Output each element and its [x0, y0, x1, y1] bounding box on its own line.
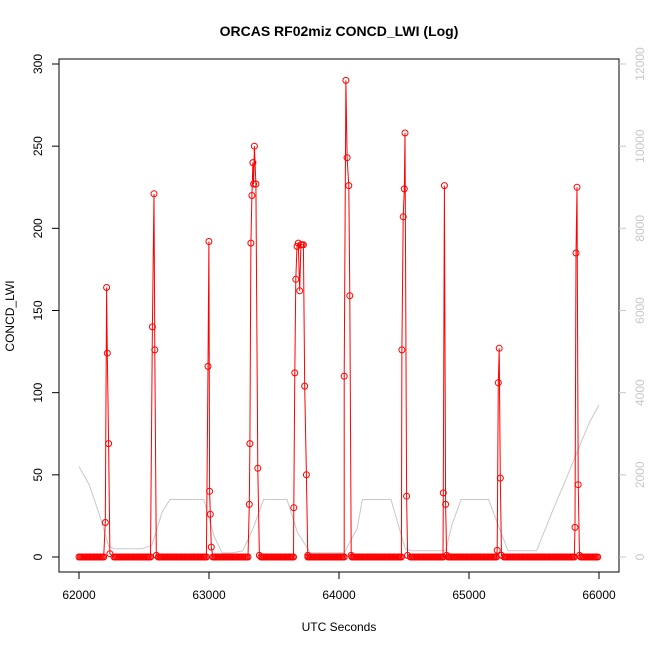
- data-point: [252, 180, 260, 188]
- data-point: [151, 346, 159, 354]
- y-tick-label: 150: [31, 300, 45, 320]
- primary-series: [75, 76, 602, 561]
- data-point: [101, 519, 109, 526]
- data-point: [403, 492, 411, 500]
- data-point: [342, 76, 350, 84]
- data-point: [345, 182, 353, 190]
- data-point: [493, 546, 501, 554]
- data-point: [496, 474, 504, 482]
- data-point: [574, 481, 582, 489]
- data-point: [571, 523, 579, 531]
- data-point: [440, 182, 448, 190]
- data-point: [346, 292, 354, 300]
- y-axis-left: 0 50 100 150 200 250 300: [31, 54, 59, 560]
- y-axis-right: 0 2000 4000 6000 8000 10000 12000: [619, 47, 647, 560]
- data-point: [442, 500, 450, 508]
- y2-tick-label: 6000: [633, 297, 647, 324]
- y-tick-label: 300: [31, 54, 45, 74]
- x-tick-label: 65000: [452, 588, 486, 602]
- data-point: [254, 464, 262, 472]
- data-point: [301, 382, 309, 390]
- data-point: [106, 550, 114, 558]
- data-point: [244, 553, 252, 561]
- data-point: [343, 154, 351, 162]
- data-point: [245, 500, 253, 508]
- data-point: [247, 239, 255, 247]
- data-point: [103, 349, 111, 357]
- data-point: [250, 142, 258, 150]
- data-point: [594, 553, 602, 561]
- data-point: [246, 440, 254, 448]
- y2-tick-label: 0: [633, 553, 647, 560]
- y2-tick-label: 4000: [633, 379, 647, 406]
- data-point: [398, 346, 406, 354]
- data-point: [249, 159, 257, 167]
- data-point: [400, 185, 408, 193]
- data-point: [494, 379, 502, 387]
- y-tick-label: 0: [31, 553, 45, 560]
- data-point: [292, 275, 300, 283]
- data-point: [248, 192, 256, 199]
- data-point: [206, 510, 214, 518]
- y2-tick-label: 2000: [633, 461, 647, 488]
- data-point: [495, 344, 503, 352]
- y-tick-label: 200: [31, 218, 45, 238]
- data-point: [204, 362, 212, 370]
- data-point: [439, 489, 447, 497]
- data-point: [302, 471, 310, 479]
- data-point: [397, 553, 405, 561]
- data-point: [573, 183, 581, 191]
- data-point: [290, 504, 298, 512]
- y-axis-label: CONCD_LWI: [3, 280, 17, 351]
- data-point: [299, 241, 307, 249]
- data-point: [100, 553, 108, 561]
- chart-title: ORCAS RF02miz CONCD_LWI (Log): [220, 23, 459, 39]
- y2-tick-label: 12000: [633, 47, 647, 81]
- data-point: [572, 249, 580, 257]
- data-point: [148, 323, 156, 331]
- plot-frame: [58, 58, 620, 573]
- data-point: [207, 543, 215, 551]
- y2-tick-label: 10000: [633, 129, 647, 163]
- x-axis: 62000 63000 64000 65000 66000: [62, 572, 616, 602]
- data-point: [291, 369, 299, 377]
- y2-tick-label: 8000: [633, 215, 647, 242]
- x-axis-label: UTC Seconds: [302, 620, 377, 634]
- primary-series-line: [79, 80, 598, 558]
- x-tick-label: 66000: [582, 588, 616, 602]
- data-point: [103, 284, 111, 291]
- data-point: [205, 238, 213, 245]
- data-point: [250, 180, 258, 188]
- data-point: [399, 213, 407, 221]
- data-point: [340, 553, 348, 561]
- secondary-series-line: [78, 404, 600, 554]
- data-point: [206, 487, 214, 495]
- data-point: [340, 372, 348, 380]
- data-point: [290, 553, 297, 561]
- data-point: [296, 287, 304, 295]
- data-point: [150, 190, 158, 198]
- data-point: [401, 129, 409, 137]
- y-tick-label: 50: [31, 468, 45, 482]
- x-tick-label: 64000: [322, 588, 356, 602]
- x-tick-label: 62000: [62, 588, 96, 602]
- data-point: [105, 440, 113, 448]
- y-tick-label: 100: [31, 382, 45, 402]
- y-tick-label: 250: [31, 136, 45, 156]
- secondary-series: [78, 404, 600, 554]
- x-tick-label: 63000: [192, 588, 226, 602]
